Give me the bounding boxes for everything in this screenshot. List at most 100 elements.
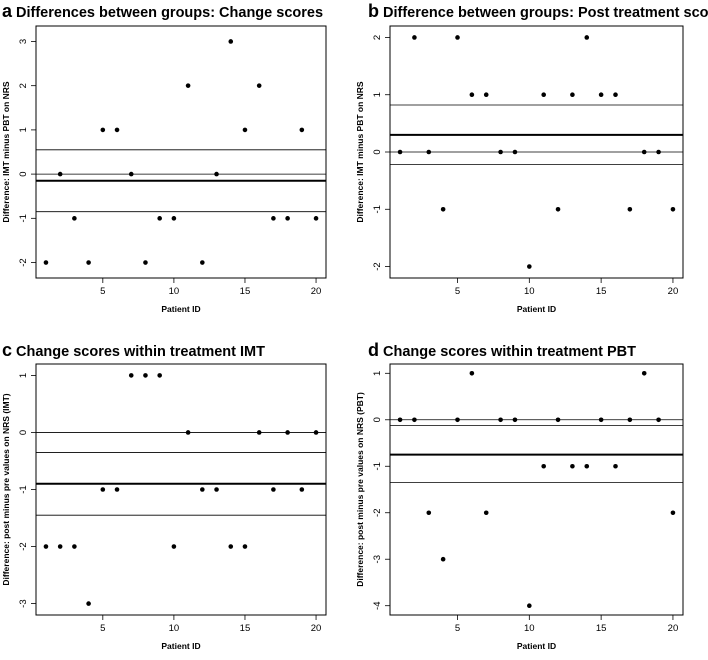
panel-b: b Difference between groups: Post treatme… xyxy=(354,0,708,330)
panel-a-data-point xyxy=(242,127,248,133)
panel-a-x-tick-label: 20 xyxy=(311,286,322,297)
panel-a-data-point xyxy=(271,216,276,221)
panel-a-data-point xyxy=(285,216,290,221)
panel-d-y-tick-label: -1 xyxy=(372,462,383,470)
panel-c-data-point xyxy=(72,544,77,549)
panel-b-data-point xyxy=(670,206,676,212)
panel-d-x-tick-label: 10 xyxy=(524,623,535,634)
panel-d-y-tick-label: -3 xyxy=(372,555,383,563)
panel-a-data-point xyxy=(143,260,148,265)
panel-d-data-point xyxy=(440,556,446,562)
panel-b-data-point xyxy=(584,35,590,40)
panel-b-y-axis-label: Difference: IMT minus PBT on NRS xyxy=(355,81,365,223)
panel-a-y-tick-label: 2 xyxy=(18,83,29,88)
panel-a-data-point xyxy=(185,83,191,88)
panel-c-data-point xyxy=(200,487,205,492)
panel-d-data-point xyxy=(641,370,647,376)
panel-a-data-point xyxy=(299,127,305,133)
panel-a-data-point xyxy=(157,216,162,221)
panel-a-plot-frame xyxy=(35,25,327,279)
panel-d-data-point xyxy=(627,417,633,423)
panel-d-title-text: Change scores within treatment PBT xyxy=(383,344,636,360)
panel-b-data-point xyxy=(555,206,561,212)
panel-d-x-tick-label: 15 xyxy=(596,623,607,634)
panel-d-x-tick-label: 20 xyxy=(668,623,679,634)
panel-a-y-tick-label: 0 xyxy=(18,171,29,176)
panel-c-x-axis-label: Patient ID xyxy=(161,641,200,651)
panel-c-data-point xyxy=(128,373,134,378)
panel-b-x-axis-label: Patient ID xyxy=(517,304,556,314)
panel-b-chart: 5 10 15 20 -2 -1 0 1 2 Patient ID Difference: IMT … xyxy=(355,25,684,314)
panel-d-data-point xyxy=(483,510,489,516)
panel-a-title-text: Differences between groups: Change score… xyxy=(16,5,324,21)
panel-d-data-point xyxy=(555,417,561,423)
panel-a-data-point xyxy=(114,127,120,133)
panel-c-x-tick-label: 15 xyxy=(240,623,251,634)
panel-a-data-point xyxy=(214,171,219,177)
panel-b-y-tick-label: 0 xyxy=(372,149,383,154)
panel-a-title: a Differences between groups: Change scor… xyxy=(2,1,323,22)
panel-d-data-point xyxy=(397,417,403,423)
panel-d-x-axis-label: Patient ID xyxy=(517,641,556,651)
panel-d-data-point xyxy=(498,417,503,423)
panel-d-data-point xyxy=(541,463,546,469)
panel-c-title-text: Change scores within treatment IMT xyxy=(16,344,265,360)
panel-a-y-tick-label: -2 xyxy=(18,258,29,266)
panel-b-data-point xyxy=(570,92,575,98)
panel-a-data-point xyxy=(200,260,205,265)
panel-c-data-point xyxy=(171,544,177,549)
panel-c: c Change scores within treatment IMT 5 10 1… xyxy=(0,330,354,660)
panel-b-data-point xyxy=(498,149,503,155)
panel-d-plot-frame xyxy=(389,363,684,616)
panel-d-y-tick-label: 1 xyxy=(372,371,383,376)
panel-b-title-text: Difference between groups: Post treatmen… xyxy=(383,5,708,21)
panel-b-data-point xyxy=(512,149,518,155)
panel-b-x-tick-label: 5 xyxy=(455,286,460,297)
panel-a-chart: 5 10 15 20 -2 -1 0 1 2 3 Patient ID Difference: IMT… xyxy=(1,25,327,314)
panel-b-data-point xyxy=(426,149,432,155)
panel-c-data-point xyxy=(256,430,262,435)
panel-c-title: c Change scores within treatment IMT xyxy=(2,340,265,361)
panel-d-y-tick-label: -4 xyxy=(372,601,383,609)
panel-c-y-tick-label: 1 xyxy=(18,373,29,378)
panel-a-x-tick-label: 5 xyxy=(100,286,105,297)
panel-d-data-point xyxy=(469,370,475,376)
panel-c-data-point xyxy=(214,487,219,492)
panel-d-data-point xyxy=(670,510,676,516)
panel-c-data-point xyxy=(43,544,49,549)
panel-c-data-point xyxy=(157,373,162,378)
panel-d-data-point xyxy=(512,417,518,423)
panel-b-x-tick-label: 10 xyxy=(524,286,535,297)
panel-b-data-point xyxy=(641,149,647,155)
panel-d-data-point xyxy=(527,603,532,609)
panel-a-data-point xyxy=(228,39,234,44)
panel-a-data-point xyxy=(57,171,63,177)
panel-a-x-axis-label: Patient ID xyxy=(161,304,200,314)
panel-b-title: b Difference between groups: Post treatme… xyxy=(368,1,708,22)
panel-d-data-point xyxy=(584,463,590,469)
panel-b-y-tick-label: 1 xyxy=(372,92,383,97)
panel-c-plot-frame xyxy=(35,363,327,616)
panel-a-x-tick-label: 10 xyxy=(169,286,180,297)
panel-a-letter: a xyxy=(2,1,13,21)
panel-b-x-tick-label: 20 xyxy=(668,286,679,297)
panel-c-data-point xyxy=(299,487,305,492)
panel-c-y-tick-label: -1 xyxy=(18,485,29,493)
panel-c-data-point xyxy=(143,373,148,378)
panel-d: d Change scores within treatment PBT 5 10 1… xyxy=(354,330,708,660)
panel-c-y-tick-label: -3 xyxy=(18,599,29,607)
panel-b-data-point xyxy=(613,92,618,98)
panel-c-data-point xyxy=(228,544,234,549)
panel-b-y-tick-label: 2 xyxy=(372,35,383,40)
panel-c-y-axis-label: Difference: post minus pre values on NRS… xyxy=(1,393,11,585)
panel-b-data-point xyxy=(541,92,546,98)
panel-c-data-point xyxy=(100,487,106,492)
panel-c-data-point xyxy=(271,487,276,492)
panel-b-data-point xyxy=(656,149,661,155)
panel-d-data-point xyxy=(455,417,460,423)
panel-d-data-point xyxy=(613,463,618,469)
panel-c-x-tick-label: 20 xyxy=(311,623,322,634)
panel-d-data-point xyxy=(570,463,575,469)
panel-d-y-tick-label: -2 xyxy=(372,509,383,517)
panel-a-y-tick-label: -1 xyxy=(18,214,29,222)
